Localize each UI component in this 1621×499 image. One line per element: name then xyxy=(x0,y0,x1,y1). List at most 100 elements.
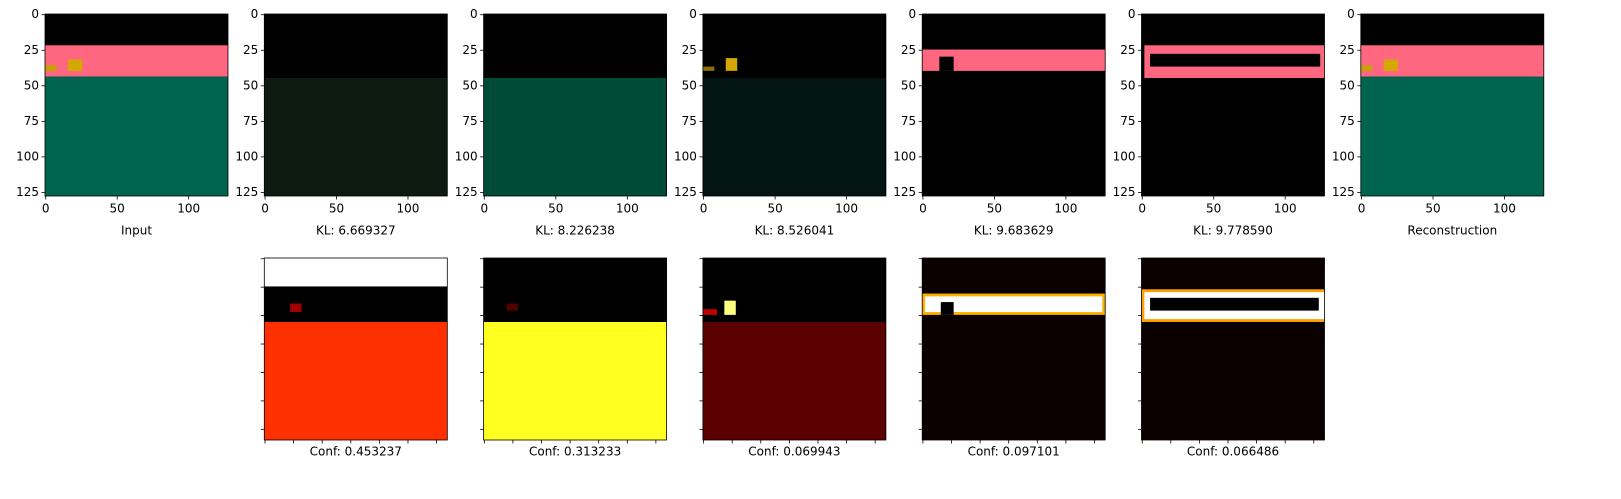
image-region xyxy=(264,77,448,196)
x-axis-label: Conf: 0.066486 xyxy=(1187,445,1279,459)
y-tick-label: 50 xyxy=(243,78,258,92)
y-tick-label: 50 xyxy=(682,78,697,92)
x-tick-label: 100 xyxy=(835,202,858,216)
x-axis-label: Conf: 0.097101 xyxy=(968,445,1060,459)
axes-frame xyxy=(1141,13,1325,197)
image-region xyxy=(702,321,886,440)
x-tick-label: 100 xyxy=(1054,202,1077,216)
x-tick-label: 0 xyxy=(919,202,927,216)
x-axis-label: KL: 9.683629 xyxy=(974,224,1054,238)
y-tick-label: 75 xyxy=(901,114,916,128)
y-tick-label: 25 xyxy=(901,43,916,57)
y-tick-label: 100 xyxy=(1332,149,1355,163)
x-tick-label: 50 xyxy=(329,202,344,216)
image-region xyxy=(1141,258,1325,440)
x-tick-label: 100 xyxy=(1274,202,1297,216)
image-region xyxy=(1360,76,1544,196)
x-tick-label: 100 xyxy=(616,202,639,216)
x-tick-label: 100 xyxy=(397,202,420,216)
image-region xyxy=(264,258,448,287)
y-tick-label: 100 xyxy=(16,149,39,163)
x-tick-label: 50 xyxy=(767,202,782,216)
y-tick-label: 100 xyxy=(674,149,697,163)
y-tick-label: 100 xyxy=(235,149,258,163)
y-tick-label: 125 xyxy=(235,185,258,199)
image-region xyxy=(1150,53,1321,67)
image-region xyxy=(922,49,1106,71)
x-tick-label: 0 xyxy=(700,202,708,216)
x-tick-label: 50 xyxy=(110,202,125,216)
image-region xyxy=(702,77,886,196)
image-region xyxy=(922,258,1106,440)
axes-frame xyxy=(483,13,668,197)
axes-frame xyxy=(702,13,887,197)
y-tick-label: 100 xyxy=(455,149,478,163)
axes-frame xyxy=(702,257,887,441)
image-region xyxy=(925,296,1103,313)
y-tick-label: 25 xyxy=(462,43,477,57)
image-region xyxy=(483,77,667,196)
y-tick-label: 25 xyxy=(24,43,39,57)
image-region xyxy=(939,56,954,71)
x-axis-label: Input xyxy=(121,224,152,238)
x-tick-label: 0 xyxy=(42,202,50,216)
x-axis-label: KL: 9.778590 xyxy=(1193,224,1273,238)
x-tick-label: 50 xyxy=(1206,202,1221,216)
x-axis-label: KL: 6.669327 xyxy=(316,224,396,238)
y-tick-label: 75 xyxy=(24,114,39,128)
y-tick-label: 0 xyxy=(909,7,917,21)
x-axis-label: Conf: 0.069943 xyxy=(748,445,840,459)
image-region xyxy=(922,14,1106,196)
y-tick-label: 0 xyxy=(1128,7,1136,21)
axes-frame xyxy=(1141,257,1325,441)
y-tick-label: 125 xyxy=(455,185,478,199)
image-region xyxy=(264,321,448,440)
y-tick-label: 0 xyxy=(31,7,39,21)
y-tick-label: 25 xyxy=(1120,43,1135,57)
image-region xyxy=(940,302,954,315)
x-tick-label: 100 xyxy=(177,202,200,216)
image-region xyxy=(45,65,57,71)
x-tick-label: 50 xyxy=(987,202,1002,216)
axes-frame xyxy=(263,257,448,441)
image-region xyxy=(1360,65,1373,71)
image-region xyxy=(290,303,302,313)
y-tick-label: 125 xyxy=(893,185,916,199)
image-region xyxy=(506,303,518,311)
y-tick-label: 0 xyxy=(470,7,478,21)
axes-frame xyxy=(921,13,1106,197)
y-tick-label: 50 xyxy=(901,78,916,92)
y-tick-label: 75 xyxy=(1340,114,1355,128)
image-region xyxy=(724,300,736,315)
axes-frame xyxy=(921,257,1106,441)
axes-frame xyxy=(263,13,448,197)
x-axis-label: Reconstruction xyxy=(1407,224,1497,238)
x-axis-label: KL: 8.226238 xyxy=(535,224,615,238)
image-region xyxy=(702,309,718,315)
y-tick-label: 125 xyxy=(1332,185,1355,199)
y-tick-label: 0 xyxy=(1347,7,1355,21)
image-region xyxy=(702,66,715,71)
y-tick-label: 25 xyxy=(243,43,258,57)
y-tick-label: 125 xyxy=(674,185,697,199)
y-tick-label: 75 xyxy=(462,114,477,128)
image-region xyxy=(67,59,83,71)
y-tick-label: 0 xyxy=(251,7,259,21)
y-tick-label: 75 xyxy=(1120,114,1135,128)
y-tick-label: 25 xyxy=(1340,43,1355,57)
image-region xyxy=(483,321,667,440)
image-region xyxy=(45,76,228,196)
image-region xyxy=(1383,59,1398,71)
y-tick-label: 0 xyxy=(689,7,697,21)
x-axis-label: Conf: 0.313233 xyxy=(529,445,621,459)
x-tick-label: 0 xyxy=(261,202,269,216)
y-tick-label: 100 xyxy=(893,149,916,163)
x-tick-label: 0 xyxy=(1138,202,1146,216)
x-tick-label: 0 xyxy=(1358,202,1366,216)
x-tick-label: 50 xyxy=(548,202,563,216)
axes-frame xyxy=(44,13,229,197)
y-tick-label: 100 xyxy=(1113,149,1136,163)
y-tick-label: 50 xyxy=(24,78,39,92)
y-tick-label: 125 xyxy=(1113,185,1136,199)
